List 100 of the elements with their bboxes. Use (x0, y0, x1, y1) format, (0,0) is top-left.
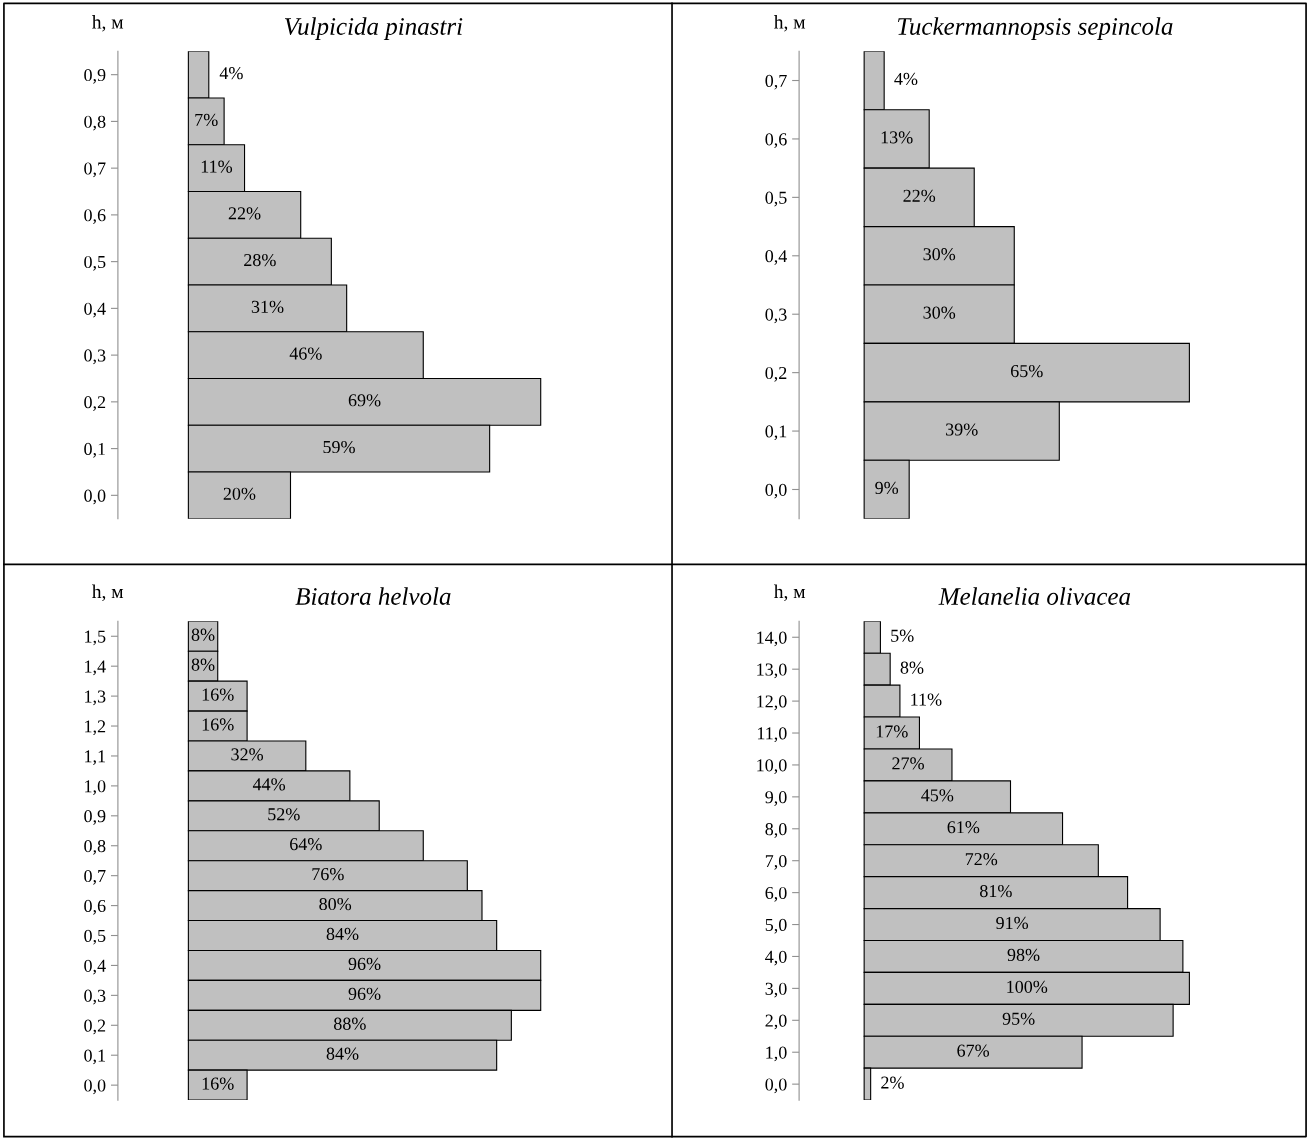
y-tick-label: 0,8 (84, 115, 106, 131)
data-label: 16% (202, 688, 234, 701)
data-label: 61% (947, 821, 980, 834)
y-tick-label: 1,1 (85, 750, 106, 765)
data-label: 80% (319, 897, 352, 911)
y-tick-label: 0,6 (765, 133, 787, 148)
data-label: 9% (875, 481, 899, 495)
y-tick-label: 0,4 (84, 302, 106, 318)
data-label: 8% (191, 658, 215, 671)
y-tick-label: 1,3 (85, 690, 106, 706)
data-label: 11% (911, 693, 942, 706)
y-tick-label: 0,2 (84, 1019, 106, 1035)
chart-title: Melanelia olivacea (938, 587, 1131, 605)
y-tick-label: 0,5 (84, 255, 106, 271)
data-label: 32% (231, 748, 264, 761)
data-label: 59% (323, 440, 355, 454)
y-tick-label: 0,6 (84, 209, 106, 224)
y-tick-label: 0,1 (84, 442, 106, 458)
y-tick-label: 0,9 (84, 68, 106, 84)
y-tick-label: 5,0 (765, 918, 787, 934)
data-label: 16% (202, 1077, 234, 1090)
y-tick-label: 2,0 (765, 1014, 787, 1030)
data-label: 44% (252, 778, 286, 791)
y-tick-label: 1,0 (766, 1046, 787, 1062)
data-label: 45% (921, 789, 954, 802)
data-label: 16% (202, 718, 234, 731)
y-tick-label: 1,5 (85, 630, 106, 646)
y-tick-label: 0,2 (765, 366, 787, 382)
data-label: 72% (965, 853, 998, 866)
data-label: 98% (1007, 948, 1040, 962)
y-tick-label: 0,0 (84, 1079, 106, 1095)
y-tick-label: 1,0 (85, 780, 106, 795)
y-tick-label: 0,2 (84, 396, 106, 411)
data-label: 65% (1011, 364, 1043, 378)
y-tick-label: 0,7 (84, 162, 106, 178)
y-tick-label: 0,0 (765, 1078, 787, 1094)
data-label: 20% (223, 487, 256, 500)
data-label: 46% (289, 347, 322, 360)
y-tick-label: 6,0 (765, 886, 787, 902)
data-label: 84% (326, 1047, 359, 1060)
chart-title: Vulpicida pinastri (284, 17, 463, 40)
data-label: 8% (191, 628, 215, 641)
data-label: 91% (996, 916, 1029, 930)
data-label: 30% (923, 306, 956, 319)
data-label: 27% (892, 757, 924, 770)
y-tick-label: 10,0 (757, 759, 787, 774)
y-tick-label: 9,0 (765, 791, 787, 806)
data-label: 17% (876, 725, 908, 738)
data-label: 5% (891, 629, 914, 642)
y-tick-label: 0,4 (765, 250, 788, 265)
chart-title: Tuckermannopsis sepincola (898, 17, 1173, 40)
data-label: 4% (894, 72, 918, 86)
y-tick-label: 13,0 (757, 663, 787, 679)
data-label: 81% (980, 884, 1012, 898)
y-tick-label: 4,0 (765, 950, 787, 966)
data-label: 84% (326, 927, 359, 941)
y-tick-label: 7,0 (765, 854, 787, 870)
y-tick-label: 0,3 (84, 989, 106, 1005)
y-axis-title: h, м (92, 584, 124, 601)
y-tick-label: 0,8 (84, 839, 106, 855)
y-tick-label: 0,1 (765, 425, 787, 441)
data-label: 8% (900, 661, 924, 674)
data-label: 95% (1002, 1012, 1035, 1025)
data-label: 22% (903, 189, 936, 202)
y-tick-label: 8,0 (765, 823, 787, 838)
data-label: 76% (312, 868, 344, 881)
data-label: 31% (251, 300, 284, 313)
data-label: 28% (244, 253, 276, 267)
data-label: 22% (228, 207, 261, 220)
y-tick-label: 11,0 (757, 727, 787, 743)
y-tick-label: 0,3 (765, 308, 787, 324)
y-tick-label: 1,2 (85, 720, 106, 736)
y-tick-label: 12,0 (757, 695, 787, 711)
data-label: 96% (348, 957, 381, 971)
data-label: 96% (348, 987, 381, 1000)
y-tick-label: 0,5 (765, 191, 787, 207)
data-label: 67% (957, 1044, 990, 1057)
data-label: 52% (268, 808, 300, 821)
data-label: 64% (290, 838, 322, 851)
y-tick-label: 0,4 (84, 959, 106, 975)
data-label: 7% (195, 113, 218, 126)
y-tick-label: 0,3 (84, 349, 106, 365)
y-tick-label: 0,5 (84, 929, 106, 945)
data-label: 69% (348, 394, 381, 407)
data-label: 88% (334, 1017, 366, 1030)
y-tick-label: 0,0 (765, 483, 787, 499)
y-tick-label: 0,7 (765, 74, 787, 90)
y-axis-title: h, м (773, 584, 806, 601)
y-tick-label: 0,1 (84, 1049, 106, 1065)
y-tick-label: 0,0 (84, 489, 106, 505)
y-tick-label: 3,0 (765, 982, 787, 998)
data-label: 30% (923, 248, 956, 261)
data-label: 4% (219, 67, 243, 80)
data-label: 100% (1007, 980, 1048, 993)
y-tick-label: 1,4 (85, 660, 106, 676)
data-label: 39% (946, 423, 978, 436)
chart-title: Biatora helvola (295, 587, 451, 605)
y-tick-label: 14,0 (757, 631, 787, 647)
data-label: 2% (881, 1076, 904, 1089)
y-tick-label: 0,7 (84, 869, 106, 885)
